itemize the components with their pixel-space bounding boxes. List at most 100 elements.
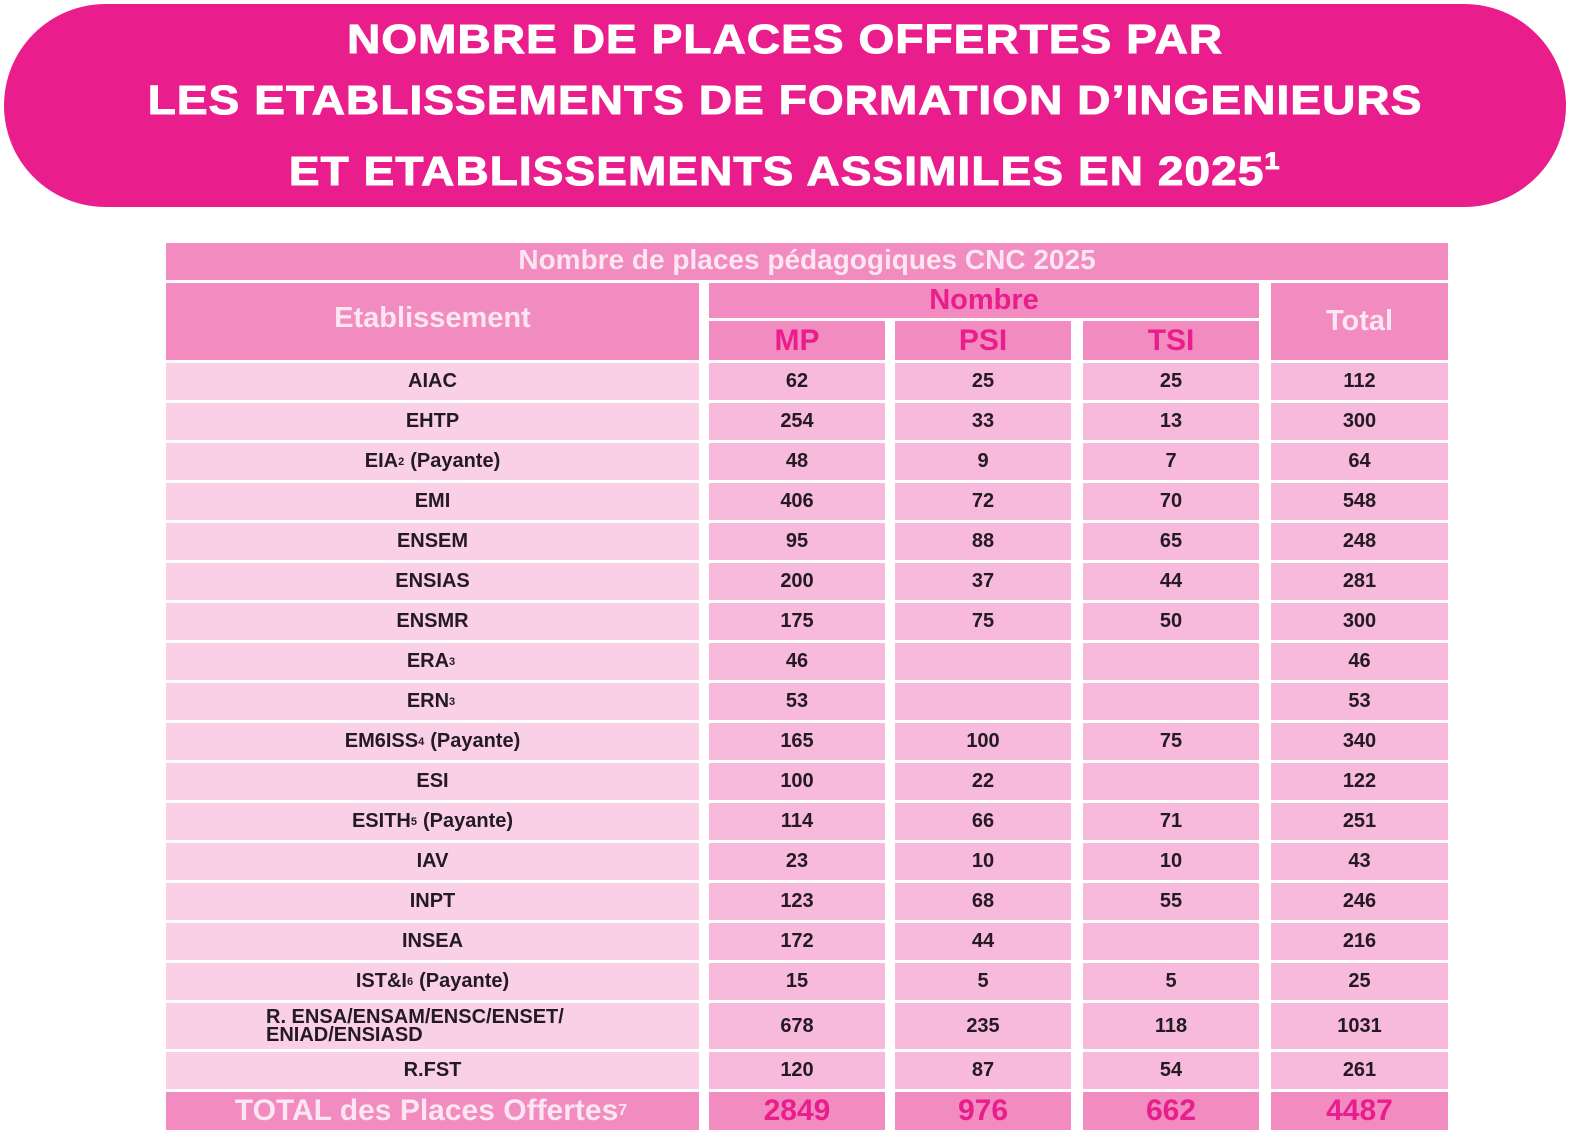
- header-etablissement: Etablissement: [166, 283, 699, 360]
- row-name-text: IAV: [416, 850, 449, 872]
- cell-mp: 48: [709, 443, 885, 480]
- cell-tsi: 118: [1083, 1003, 1259, 1049]
- title-line-1: NOMBRE DE PLACES OFFERTES PAR: [346, 16, 1224, 63]
- table-row: ENSMR 175 75 50 300: [166, 603, 1448, 640]
- cell-tsi: 44: [1083, 563, 1259, 600]
- row-name-text: EMI: [414, 490, 451, 512]
- row-name: ERA 3: [166, 643, 699, 680]
- cell-tsi: 13: [1083, 403, 1259, 440]
- footnote-ref: 2: [398, 455, 405, 468]
- cell-total: 340: [1271, 723, 1448, 760]
- row-name: AIAC: [166, 363, 699, 400]
- row-name: INSEA: [166, 923, 699, 960]
- cell-psi: 44: [895, 923, 1071, 960]
- footnote-ref: 4: [418, 735, 425, 748]
- total-label-text: TOTAL des Places Offertes: [234, 1094, 619, 1127]
- total-psi: 976: [895, 1092, 1071, 1130]
- table-row: ENSEM 95 88 65 248: [166, 523, 1448, 560]
- table-body: AIAC 62 25 25 112 EHTP 254 33 13 300 EIA 2 (Payante)…: [166, 363, 1448, 1089]
- table-row: AIAC 62 25 25 112: [166, 363, 1448, 400]
- row-name-text: IST&I: [355, 970, 407, 992]
- cell-psi: 66: [895, 803, 1071, 840]
- cell-tsi: [1083, 763, 1259, 800]
- table-row: IAV 23 10 10 43: [166, 843, 1448, 880]
- cell-tsi: 71: [1083, 803, 1259, 840]
- row-name-text: AIAC: [408, 370, 457, 392]
- cell-mp: 406: [709, 483, 885, 520]
- title-banner: NOMBRE DE PLACES OFFERTES PAR LES ETABLI…: [4, 4, 1566, 207]
- cell-psi: 5: [895, 963, 1071, 1000]
- cell-psi: [895, 683, 1071, 720]
- cell-psi: 88: [895, 523, 1071, 560]
- cell-mp: 62: [709, 363, 885, 400]
- total-label: TOTAL des Places Offertes 7: [166, 1092, 699, 1130]
- total-tsi: 662: [1083, 1092, 1259, 1130]
- cell-total: 64: [1271, 443, 1448, 480]
- cell-psi: 87: [895, 1052, 1071, 1089]
- cell-mp: 678: [709, 1003, 885, 1049]
- cell-tsi: 65: [1083, 523, 1259, 560]
- total-mp: 2849: [709, 1092, 885, 1130]
- title-line-3-text: ET ETABLISSEMENTS ASSIMILES EN 2025: [289, 148, 1265, 195]
- places-table: Nombre de places pédagogiques CNC 2025 E…: [166, 243, 1448, 1133]
- footnote-ref: 1: [1264, 148, 1281, 176]
- cell-tsi: 75: [1083, 723, 1259, 760]
- row-name-suffix: (Payante): [430, 730, 521, 752]
- row-name: ESI: [166, 763, 699, 800]
- cell-mp: 53: [709, 683, 885, 720]
- table-row: EMI 406 72 70 548: [166, 483, 1448, 520]
- row-name: R.FST: [166, 1052, 699, 1089]
- row-name: IST&I 6 (Payante): [166, 963, 699, 1000]
- cell-total: 281: [1271, 563, 1448, 600]
- cell-mp: 23: [709, 843, 885, 880]
- cell-psi: 37: [895, 563, 1071, 600]
- cell-total: 251: [1271, 803, 1448, 840]
- cell-psi: 100: [895, 723, 1071, 760]
- table-row: ESI 100 22 122: [166, 763, 1448, 800]
- footnote-ref: 6: [406, 975, 414, 988]
- table-row: INPT 123 68 55 246: [166, 883, 1448, 920]
- row-name-suffix: (Payante): [419, 970, 510, 992]
- cell-mp: 100: [709, 763, 885, 800]
- cell-tsi: 50: [1083, 603, 1259, 640]
- row-name: ESITH 5 (Payante): [166, 803, 699, 840]
- cell-total: 548: [1271, 483, 1448, 520]
- row-name: ENSIAS: [166, 563, 699, 600]
- cell-mp: 46: [709, 643, 885, 680]
- table-header: Etablissement Nombre MP PSI TSI Total: [166, 283, 1448, 360]
- row-name-text: ESI: [416, 770, 449, 792]
- cell-total: 122: [1271, 763, 1448, 800]
- cell-total: 216: [1271, 923, 1448, 960]
- row-name: EM6ISS 4 (Payante): [166, 723, 699, 760]
- row-name-text: EHTP: [405, 410, 460, 432]
- footnote-ref: 5: [410, 815, 417, 828]
- cell-total: 300: [1271, 403, 1448, 440]
- row-name: IAV: [166, 843, 699, 880]
- cell-total: 46: [1271, 643, 1448, 680]
- row-name-text: ENSEM: [396, 530, 469, 552]
- title-line-3: ET ETABLISSEMENTS ASSIMILES EN 20251: [289, 131, 1281, 202]
- table-row: R.FST 120 87 54 261: [166, 1052, 1448, 1089]
- cell-tsi: 54: [1083, 1052, 1259, 1089]
- table-row: EIA 2 (Payante) 48 9 7 64: [166, 443, 1448, 480]
- row-name-suffix: (Payante): [410, 450, 501, 472]
- cell-total: 300: [1271, 603, 1448, 640]
- cell-tsi: 10: [1083, 843, 1259, 880]
- row-name-text: INSEA: [401, 930, 464, 952]
- table-caption: Nombre de places pédagogiques CNC 2025: [166, 243, 1448, 280]
- row-name: ENSEM: [166, 523, 699, 560]
- cell-total: 246: [1271, 883, 1448, 920]
- cell-psi: 68: [895, 883, 1071, 920]
- cell-total: 248: [1271, 523, 1448, 560]
- cell-mp: 200: [709, 563, 885, 600]
- header-tsi: TSI: [1083, 321, 1259, 360]
- cell-psi: 25: [895, 363, 1071, 400]
- row-name: ENSMR: [166, 603, 699, 640]
- footnote-ref: 7: [618, 1102, 628, 1119]
- cell-total: 1031: [1271, 1003, 1448, 1049]
- footnote-ref: 3: [449, 655, 456, 668]
- cell-psi: 72: [895, 483, 1071, 520]
- cell-psi: 9: [895, 443, 1071, 480]
- cell-tsi: 7: [1083, 443, 1259, 480]
- cell-mp: 123: [709, 883, 885, 920]
